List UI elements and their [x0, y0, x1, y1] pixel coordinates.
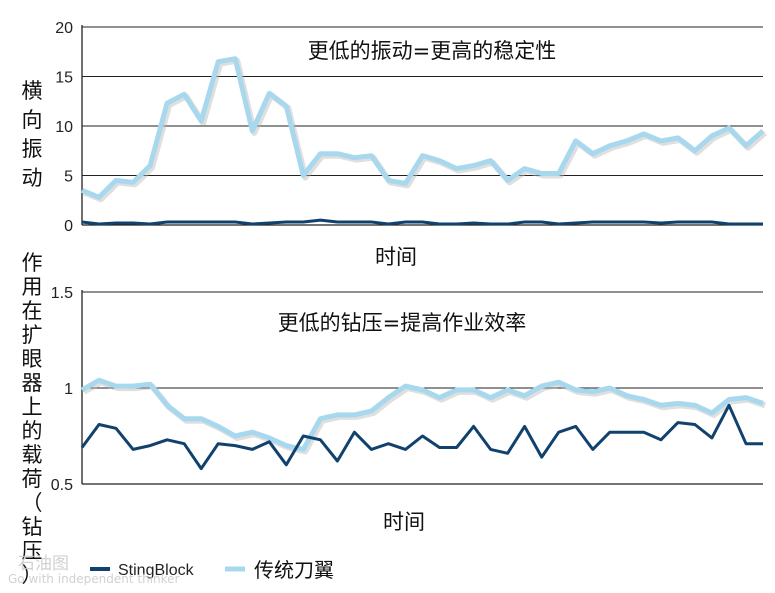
x-axis-label: 时间 — [375, 245, 417, 269]
y-axis-label: 作用在扩眼器上的载荷（钻压） — [22, 251, 43, 587]
chart-annotation: 更低的钻压=提高作业效率 — [278, 311, 527, 335]
y-tick-label: 1 — [64, 381, 73, 398]
y-tick-label: 10 — [55, 119, 73, 136]
y-tick-label: 5 — [64, 169, 73, 186]
chart-annotation: 更低的振动=更高的稳定性 — [308, 39, 557, 63]
series-line-stingblock — [81, 218, 763, 226]
y-tick-label: 1.5 — [51, 285, 73, 302]
y-axis-label: 横向振动 — [22, 79, 43, 190]
series-line-stingblock — [80, 403, 763, 471]
y-tick-label: 15 — [55, 70, 73, 87]
watermark-tagline: Go with independent thinker — [8, 572, 180, 586]
y-tick-label: 0.5 — [51, 477, 73, 494]
watermark-logo-text: 石油图 — [18, 554, 69, 574]
y-tick-label: 20 — [55, 20, 73, 37]
x-axis-label: 时间 — [383, 510, 425, 534]
y-tick-label: 0 — [64, 218, 73, 235]
legend-label-traditional-blade: 传统刀翼 — [254, 558, 334, 582]
series-line-traditional-blade — [81, 56, 765, 200]
legend-label-stingblock: StingBlock — [118, 562, 195, 579]
watermark: 石油图 Go with independent thinker — [8, 554, 180, 586]
series-shadow-traditional-blade — [82, 57, 767, 203]
legend: StingBlock 传统刀翼 — [90, 558, 334, 582]
series-line-traditional-blade — [80, 377, 764, 452]
